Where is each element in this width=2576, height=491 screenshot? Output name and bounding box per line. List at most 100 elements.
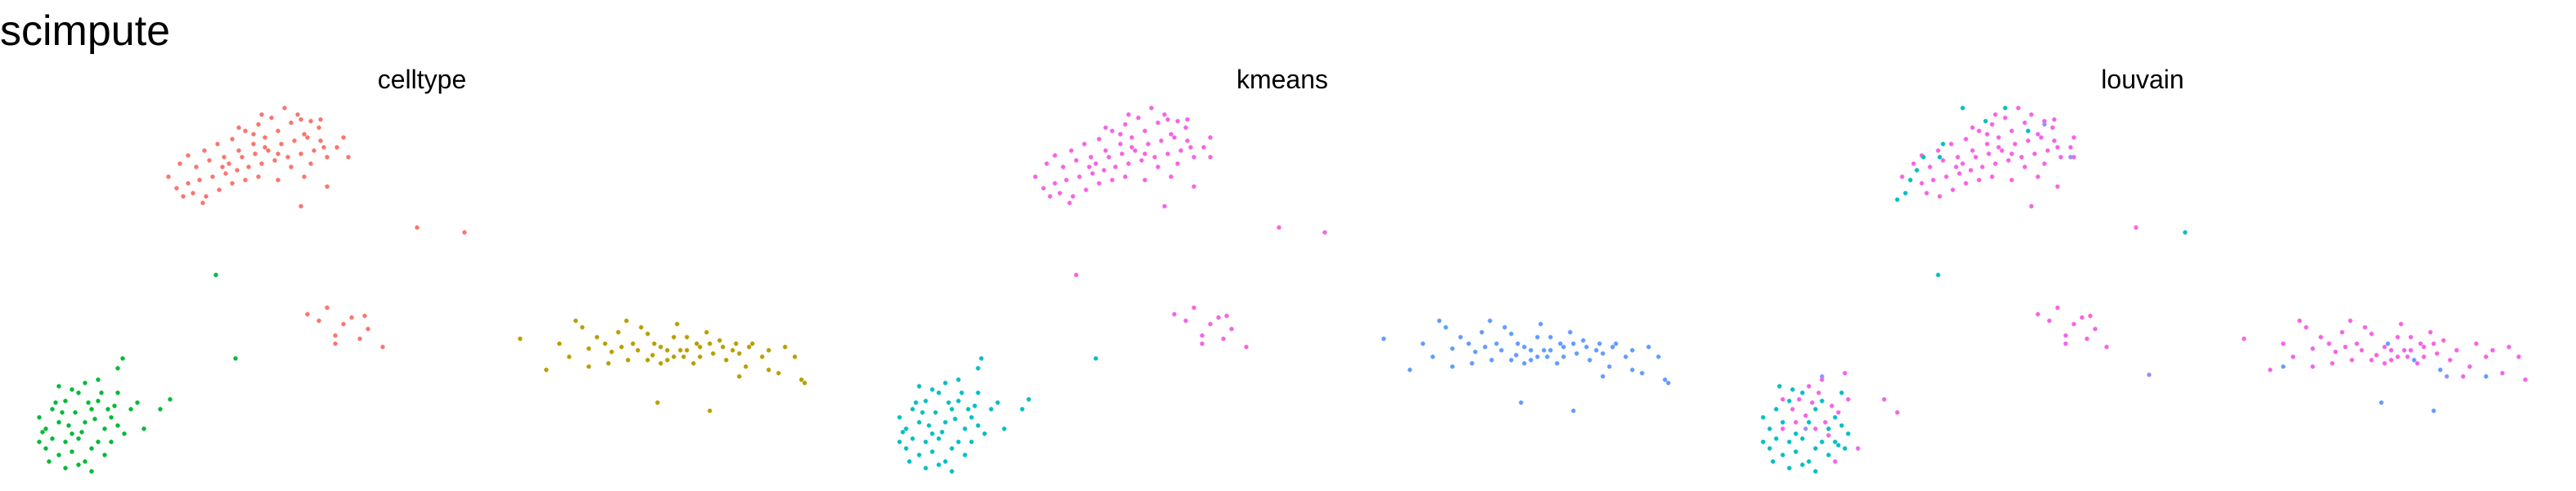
scatter-point <box>2333 349 2338 354</box>
scatter-point <box>357 336 362 341</box>
scatter-point <box>1126 112 1131 117</box>
scatter-point <box>2006 158 2011 163</box>
scatter-point <box>1610 345 1615 349</box>
scatter-point <box>1882 397 1887 402</box>
scatter-point <box>1996 145 2001 150</box>
scatter-point <box>631 341 635 346</box>
scatter-point <box>269 115 274 120</box>
scatter-point <box>1820 439 1824 444</box>
scatter-point <box>1175 119 1180 124</box>
scatter-point <box>1548 348 1553 353</box>
scatter-point <box>2395 354 2400 359</box>
scatter-point <box>2297 318 2302 323</box>
scatter-point <box>1102 168 1106 173</box>
scatter-point <box>1813 469 1818 474</box>
scatter-point <box>1156 164 1160 169</box>
scatter-point <box>2093 327 2098 331</box>
scatter-point <box>897 439 902 444</box>
scatter-point <box>1110 178 1115 182</box>
scatter-point <box>1208 322 1213 327</box>
scatter-point <box>1810 400 1815 405</box>
scatter-point <box>1937 155 1942 160</box>
scatter-point <box>263 145 267 150</box>
scatter-point <box>56 453 61 457</box>
panel-kmeans <box>897 106 1671 474</box>
scatter-point <box>1123 174 1128 179</box>
scatter-point <box>1097 137 1102 142</box>
scatter-point <box>79 430 84 435</box>
scatter-point <box>73 410 78 415</box>
scatter-point <box>1836 443 1841 448</box>
scatter-point <box>963 453 967 457</box>
scatter-point <box>946 400 951 405</box>
scatter-point <box>1666 381 1671 385</box>
scatter-point <box>222 155 227 160</box>
scatter-point <box>318 117 323 122</box>
scatter-point <box>76 436 81 441</box>
scatter-point <box>302 174 307 179</box>
scatter-point <box>1106 155 1111 160</box>
scatter-point <box>1800 436 1805 441</box>
scatter-point <box>1793 431 1798 436</box>
scatter-point <box>298 204 303 209</box>
scatter-point <box>760 354 765 359</box>
scatter-point <box>940 430 945 435</box>
scatter-point <box>1224 313 1229 318</box>
scatter-point <box>1052 181 1057 186</box>
scatter-point <box>1941 158 1945 163</box>
scatter-point <box>122 431 127 436</box>
scatter-point <box>1574 351 1579 356</box>
scatter-point <box>1829 403 1834 408</box>
scatter-point <box>2003 115 2008 120</box>
scatter-point <box>1120 151 1124 156</box>
scatter-point <box>1044 161 1049 166</box>
scatter-point <box>1999 148 2004 153</box>
scatter-point <box>1172 135 1177 140</box>
scatter-point <box>1561 345 1566 349</box>
scatter-point <box>930 431 935 436</box>
scatter-point <box>1229 327 1234 331</box>
scatter-point <box>747 345 752 349</box>
scatter-point <box>1152 155 1157 160</box>
scatter-point <box>1088 155 1093 160</box>
scatter-point <box>1826 426 1831 431</box>
scatter-point <box>2431 408 2436 413</box>
scatter-point <box>1458 335 1463 340</box>
scatter-point <box>2374 353 2379 358</box>
scatter-point <box>1087 164 1092 169</box>
scatter-point <box>567 354 572 359</box>
scatter-point <box>70 431 74 436</box>
scatter-point <box>1842 446 1847 451</box>
scatter-point <box>1594 348 1599 353</box>
scatter-point <box>2369 331 2374 336</box>
scatter-point <box>1169 132 1174 137</box>
scatter-point <box>1142 151 1147 156</box>
scatter-point <box>2402 348 2407 353</box>
scatter-point <box>956 399 961 403</box>
scatter-point <box>730 348 735 353</box>
scatter-point <box>1200 341 1205 346</box>
scatter-point <box>308 119 313 124</box>
scatter-point <box>2042 119 2047 124</box>
scatter-point <box>619 345 624 349</box>
scatter-point <box>2009 128 2014 133</box>
scatter-point <box>917 384 922 389</box>
scatter-point <box>2421 354 2426 359</box>
scatter-point <box>66 423 71 428</box>
scatter-point <box>2022 120 2027 125</box>
scatter-point <box>603 341 608 346</box>
scatter-point <box>158 407 163 412</box>
scatter-point <box>1793 449 1798 454</box>
scatter-point <box>1139 158 1144 163</box>
scatter-point <box>89 446 94 451</box>
scatter-point <box>1142 178 1147 182</box>
scatter-point <box>1169 174 1174 179</box>
scatter-point <box>2291 354 2296 359</box>
scatter-point <box>1123 122 1128 127</box>
scatter-point <box>37 439 42 444</box>
scatter-point <box>1797 397 1802 402</box>
scatter-point <box>263 135 267 140</box>
scatter-point <box>1483 345 1488 349</box>
